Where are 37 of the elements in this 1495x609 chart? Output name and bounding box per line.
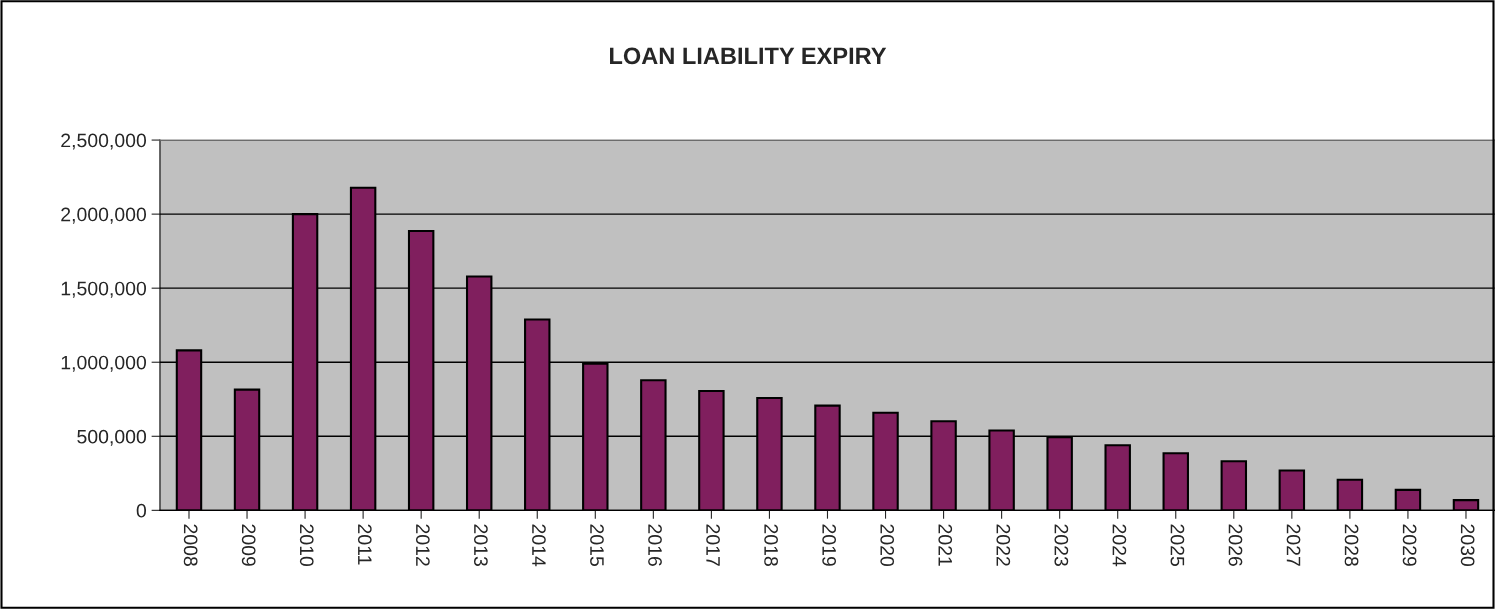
x-tick-label: 2028 bbox=[1344, 524, 1359, 566]
y-tick-label: 500,000 bbox=[77, 429, 147, 446]
bar bbox=[1162, 452, 1189, 511]
y-tick-label: 1,000,000 bbox=[61, 355, 147, 372]
bar bbox=[1104, 444, 1131, 511]
bar bbox=[1220, 460, 1248, 511]
x-tick-label: 2020 bbox=[880, 524, 895, 567]
bar bbox=[1394, 488, 1422, 511]
x-tick-label: 2025 bbox=[1170, 524, 1185, 566]
y-tick-label: 0 bbox=[136, 503, 147, 518]
x-tick-label: 2030 bbox=[1460, 524, 1475, 567]
x-tick-label: 2009 bbox=[241, 524, 256, 566]
x-tick-label: 2016 bbox=[648, 524, 662, 566]
x-tick-label: 2008 bbox=[183, 524, 198, 566]
x-tick-label: 2013 bbox=[473, 524, 488, 566]
y-tick-label: 2,000,000 bbox=[61, 207, 147, 224]
x-tick-label: 2014 bbox=[532, 524, 546, 567]
x-tick-label: 2027 bbox=[1286, 524, 1301, 566]
x-tick-label: 2011 bbox=[357, 524, 372, 565]
x-tick-label: 2023 bbox=[1054, 524, 1069, 566]
x-tick-label: 2026 bbox=[1228, 524, 1243, 566]
x-tick-label: 2022 bbox=[996, 524, 1011, 566]
x-tick-label: 2010 bbox=[299, 524, 314, 567]
y-tick-label: 2,500,000 bbox=[61, 133, 147, 150]
chart-title: LOAN LIABILITY EXPIRY bbox=[610, 47, 887, 65]
x-tick-label: 2029 bbox=[1402, 524, 1417, 566]
x-tick-label: 2017 bbox=[706, 524, 720, 566]
bar bbox=[1278, 469, 1306, 511]
x-tick-label: 2012 bbox=[415, 524, 430, 566]
bar bbox=[1336, 478, 1364, 511]
bar bbox=[1452, 499, 1480, 511]
x-tick-label: 2024 bbox=[1112, 524, 1127, 567]
y-tick-label: 1,500,000 bbox=[61, 281, 147, 298]
x-tick-label: 2021 bbox=[938, 524, 953, 566]
x-tick-label: 2019 bbox=[822, 524, 837, 566]
x-tick-label: 2018 bbox=[764, 524, 778, 566]
x-tick-label: 2015 bbox=[590, 524, 604, 566]
